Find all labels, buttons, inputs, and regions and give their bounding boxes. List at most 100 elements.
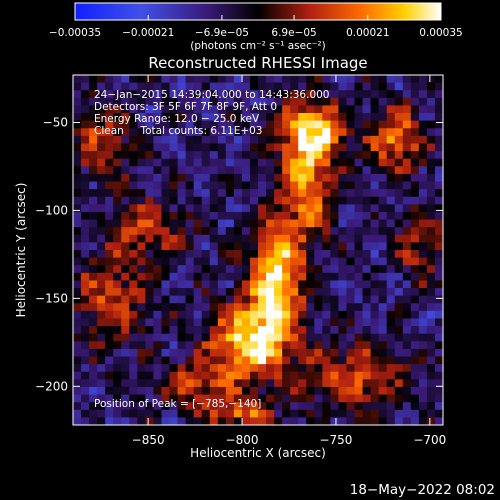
heatmap-cell (81, 211, 90, 221)
heatmap-cell (354, 272, 364, 281)
heatmap-cell (97, 204, 106, 213)
heatmap-cell (97, 234, 106, 243)
heatmap-cell (129, 105, 138, 114)
heatmap-cell (193, 90, 203, 99)
heatmap-cell (330, 379, 339, 388)
heatmap-cell (89, 158, 98, 167)
heatmap-cell (338, 402, 347, 411)
heatmap-cell (418, 356, 428, 365)
heatmap-cell (145, 219, 154, 228)
heatmap-cell (121, 326, 130, 335)
heatmap-cell (402, 265, 412, 274)
heatmap-cell (266, 113, 275, 122)
heatmap-cell (434, 158, 443, 167)
heatmap-cell (185, 265, 195, 274)
heatmap-cell (370, 364, 380, 373)
heatmap-cell (233, 181, 243, 190)
heatmap-cell (225, 386, 235, 396)
heatmap-cell (185, 75, 195, 84)
heatmap-cell (322, 105, 331, 114)
heatmap-cell (105, 371, 114, 380)
heatmap-cell (169, 211, 179, 221)
heatmap-cell (258, 257, 267, 266)
heatmap-cell (346, 82, 356, 91)
heatmap-cell (362, 120, 372, 129)
heatmap-cell (185, 371, 195, 380)
heatmap-cell (338, 348, 347, 358)
heatmap-cell (89, 310, 98, 319)
heatmap-cell (145, 211, 154, 221)
heatmap-cell (370, 272, 380, 281)
heatmap-cell (201, 143, 211, 152)
heatmap-cell (113, 166, 122, 175)
heatmap-cell (249, 105, 259, 114)
heatmap-cell (97, 318, 106, 327)
heatmap-cell (410, 265, 420, 274)
heatmap-cell (209, 204, 219, 213)
heatmap-cell (153, 151, 162, 160)
heatmap-cell (121, 113, 130, 122)
heatmap-cell (322, 234, 331, 243)
heatmap-cell (418, 364, 428, 373)
heatmap-cell (153, 386, 162, 396)
heatmap-cell (418, 219, 428, 228)
heatmap-cell (298, 189, 307, 198)
heatmap-cell (193, 151, 203, 160)
heatmap-cell (394, 272, 404, 281)
heatmap-cell (105, 189, 114, 198)
heatmap-cell (193, 379, 203, 388)
heatmap-cell (177, 242, 187, 251)
heatmap-cell (161, 394, 171, 403)
heatmap-cell (330, 227, 339, 236)
heatmap-cell (418, 310, 428, 319)
heatmap-cell (282, 143, 291, 152)
heatmap-cell (338, 310, 347, 319)
heatmap-cell (209, 120, 219, 129)
heatmap-cell (113, 82, 122, 91)
heatmap-cell (137, 82, 146, 91)
heatmap-cell (225, 402, 235, 411)
heatmap-cell (113, 379, 122, 388)
heatmap-cell (169, 257, 179, 266)
heatmap-cell (402, 280, 412, 289)
heatmap-cell (185, 402, 195, 411)
heatmap-cell (314, 341, 323, 350)
heatmap-cell (346, 379, 356, 388)
heatmap-cell (322, 82, 331, 91)
heatmap-cell (290, 295, 299, 304)
heatmap-cell (338, 409, 347, 418)
heatmap-cell (121, 97, 130, 106)
heatmap-cell (282, 272, 291, 281)
heatmap-cell (434, 409, 443, 418)
heatmap-cell (145, 166, 154, 175)
heatmap-cell (249, 113, 259, 122)
heatmap-cell (185, 113, 195, 122)
heatmap-cell (346, 113, 356, 122)
heatmap-cell (97, 356, 106, 365)
heatmap-cell (386, 173, 396, 183)
heatmap-cell (81, 166, 90, 175)
heatmap-cell (298, 394, 307, 403)
heatmap-cell (97, 341, 106, 350)
heatmap-cell (338, 356, 347, 365)
heatmap-cell (266, 364, 275, 373)
heatmap-cell (386, 82, 396, 91)
heatmap-cell (426, 128, 436, 137)
heatmap-cell (338, 120, 347, 129)
heatmap-cell (89, 128, 98, 137)
heatmap-cell (426, 272, 436, 281)
heatmap-cell (434, 105, 443, 114)
heatmap-cell (282, 173, 291, 183)
heatmap-cell (346, 143, 356, 152)
heatmap-cell (209, 211, 219, 221)
heatmap-cell (290, 394, 299, 403)
heatmap-cell (73, 326, 82, 335)
heatmap-cell (378, 227, 388, 236)
heatmap-cell (161, 272, 171, 281)
heatmap-cell (386, 272, 396, 281)
heatmap-cell (434, 189, 443, 198)
heatmap-cell (418, 135, 428, 144)
heatmap-cell (137, 227, 146, 236)
heatmap-cell (306, 113, 315, 122)
heatmap-cell (97, 280, 106, 289)
